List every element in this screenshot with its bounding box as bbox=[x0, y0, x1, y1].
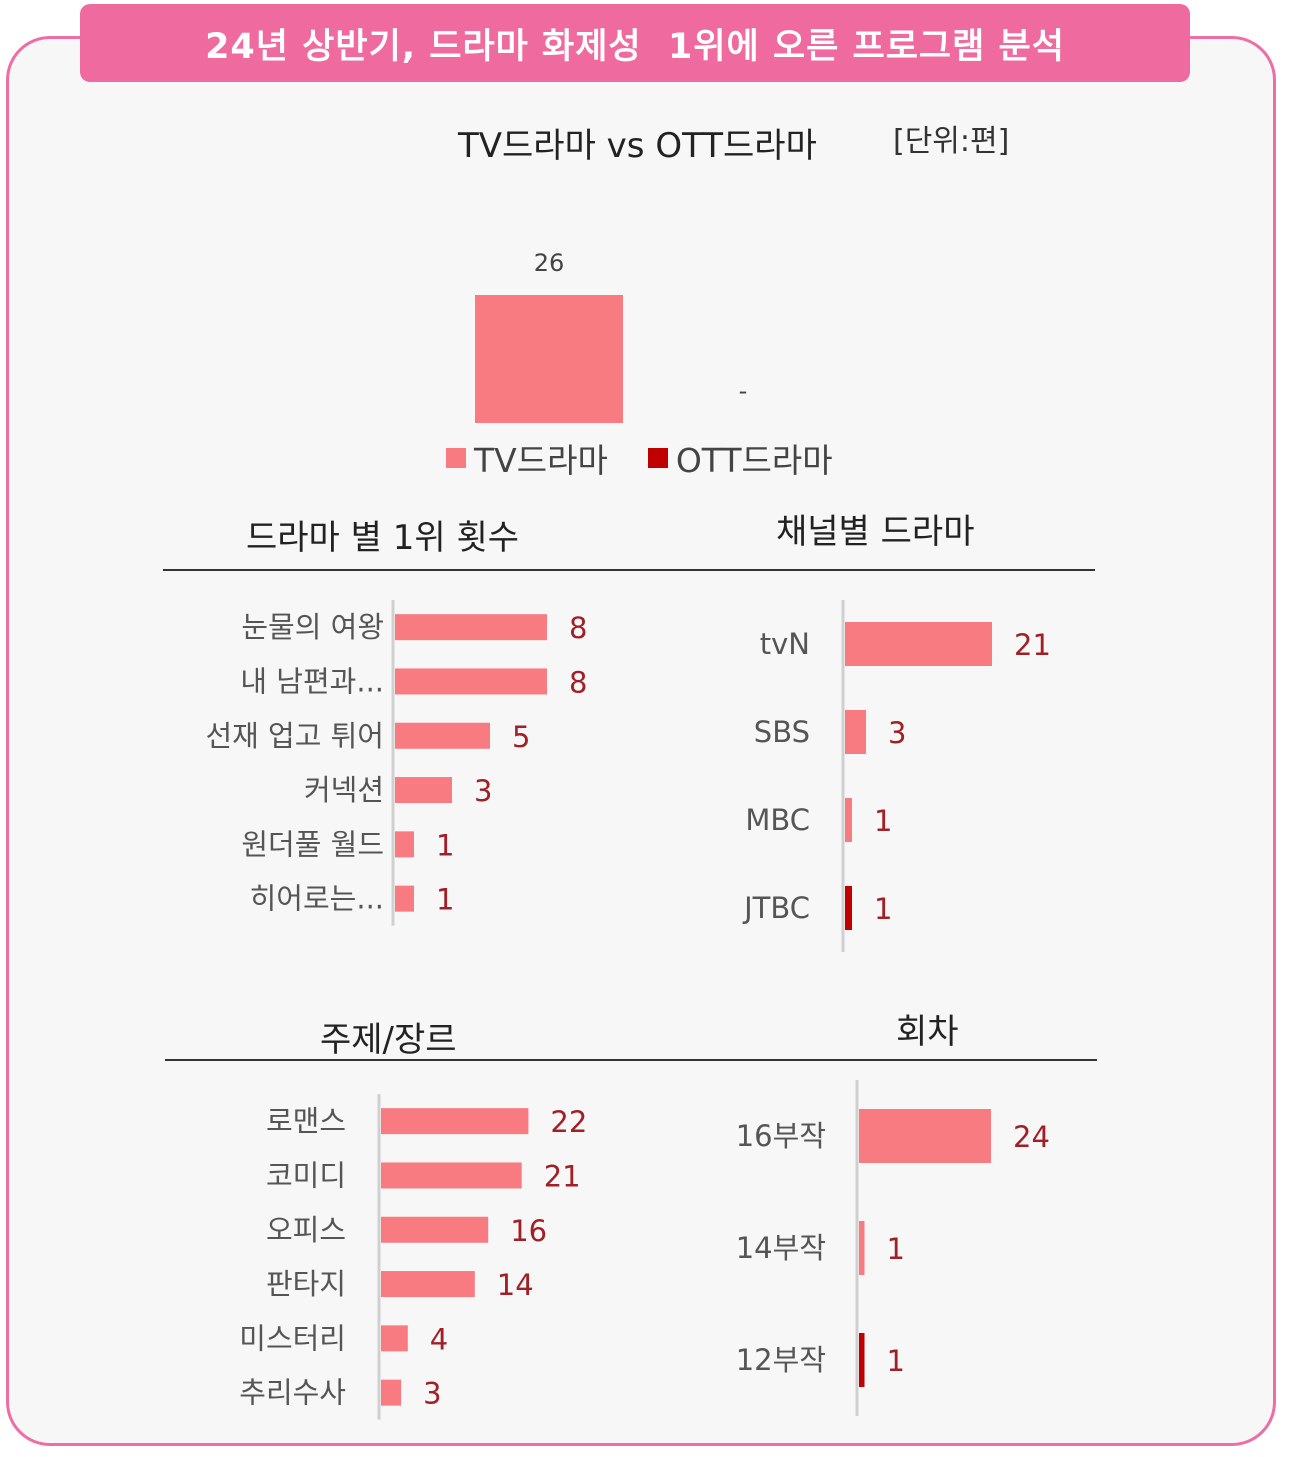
by-genre-category-label: 로맨스 bbox=[266, 1104, 346, 1138]
by-episodes-bar bbox=[859, 1333, 865, 1387]
by-drama-value-label: 1 bbox=[436, 883, 454, 917]
by-drama-bar bbox=[395, 831, 414, 858]
by-channel-bar bbox=[845, 710, 866, 754]
by-genre-value-label: 16 bbox=[510, 1214, 547, 1248]
unit-label: [단위:편] bbox=[893, 124, 1010, 159]
by-drama-title: 드라마 별 1위 횟수 bbox=[246, 518, 520, 558]
by-drama-bar bbox=[395, 668, 547, 695]
by-genre-value-label: 21 bbox=[544, 1159, 581, 1193]
by-drama-value-label: 3 bbox=[474, 774, 492, 808]
chart-frame bbox=[6, 36, 1276, 1446]
legend-label-ott: OTT드라마 bbox=[675, 441, 833, 480]
by-channel-category-label: tvN bbox=[760, 627, 810, 661]
by-channel-title: 채널별 드라마 bbox=[776, 512, 975, 552]
top-chart-title: TV드라마 vs OTT드라마 bbox=[458, 126, 817, 166]
by-channel-value-label: 1 bbox=[874, 804, 892, 838]
by-genre-category-label: 오피스 bbox=[266, 1213, 346, 1247]
by-episodes-value-label: 1 bbox=[887, 1344, 905, 1378]
by-genre-bar bbox=[381, 1379, 402, 1406]
by-genre-value-label: 14 bbox=[497, 1268, 534, 1302]
data-label-tv: 26 bbox=[534, 249, 565, 277]
by-episodes-category-label: 14부작 bbox=[736, 1231, 826, 1265]
by-drama-value-label: 5 bbox=[512, 720, 530, 754]
by-episodes-value-label: 1 bbox=[887, 1232, 905, 1266]
by-drama-category-label: 원더풀 월드 bbox=[241, 827, 384, 861]
by-drama-category-label: 커넥션 bbox=[304, 773, 384, 807]
by-genre-value-label: 3 bbox=[423, 1377, 441, 1411]
legend-swatch-ott bbox=[647, 448, 668, 468]
data-label-ott: - bbox=[739, 377, 748, 405]
by-episodes-bar bbox=[859, 1221, 865, 1275]
by-genre-title: 주제/장르 bbox=[320, 1020, 457, 1060]
legend-label-tv: TV드라마 bbox=[474, 441, 608, 480]
by-genre-category-label: 미스터리 bbox=[239, 1321, 346, 1355]
by-drama-bar bbox=[395, 885, 414, 912]
by-drama-category-label: 히어로는... bbox=[250, 882, 384, 916]
by-channel-category-label: SBS bbox=[754, 715, 810, 749]
by-drama-value-label: 1 bbox=[436, 828, 454, 862]
by-genre-bar bbox=[381, 1216, 489, 1243]
by-genre-bar bbox=[381, 1162, 522, 1189]
by-channel-value-label: 21 bbox=[1014, 628, 1051, 662]
by-genre-category-label: 판타지 bbox=[266, 1267, 346, 1301]
by-genre-value-label: 4 bbox=[430, 1322, 448, 1356]
bar-tv bbox=[475, 295, 623, 423]
by-channel-bar bbox=[845, 622, 992, 666]
legend-swatch-tv bbox=[446, 448, 466, 468]
by-channel-category-label: JTBC bbox=[742, 891, 810, 925]
by-genre-bar bbox=[381, 1271, 475, 1298]
by-episodes-value-label: 24 bbox=[1013, 1120, 1050, 1154]
by-drama-bar bbox=[395, 722, 490, 749]
banner-title: 24년 상반기, 드라마 화제성 1위에 오른 프로그램 분석 bbox=[80, 4, 1190, 82]
by-drama-bar bbox=[395, 614, 547, 641]
by-genre-category-label: 추리수사 bbox=[239, 1376, 346, 1410]
by-episodes-bar bbox=[859, 1109, 991, 1163]
by-channel-bar bbox=[845, 886, 852, 930]
by-drama-category-label: 눈물의 여왕 bbox=[241, 610, 384, 644]
section-divider-1 bbox=[163, 569, 1095, 571]
section-divider-2 bbox=[165, 1059, 1097, 1061]
by-episodes-category-label: 12부작 bbox=[736, 1343, 826, 1377]
by-channel-value-label: 1 bbox=[874, 892, 892, 926]
by-drama-value-label: 8 bbox=[569, 611, 587, 645]
by-drama-value-label: 8 bbox=[569, 665, 587, 699]
by-episodes-category-label: 16부작 bbox=[736, 1119, 826, 1153]
by-channel-value-label: 3 bbox=[888, 716, 906, 750]
by-episodes-title: 회차 bbox=[896, 1012, 959, 1052]
by-channel-bar bbox=[845, 798, 852, 842]
by-genre-bar bbox=[381, 1108, 529, 1135]
by-drama-category-label: 내 남편과... bbox=[240, 664, 384, 698]
by-genre-category-label: 코미디 bbox=[266, 1158, 346, 1192]
by-channel-category-label: MBC bbox=[745, 803, 810, 837]
by-drama-category-label: 선재 업고 튀어 bbox=[205, 719, 384, 753]
top-chart-legend: TV드라마 OTT드라마 bbox=[446, 434, 833, 482]
by-genre-bar bbox=[381, 1325, 408, 1352]
by-genre-value-label: 22 bbox=[550, 1105, 587, 1139]
by-drama-bar bbox=[395, 777, 452, 804]
